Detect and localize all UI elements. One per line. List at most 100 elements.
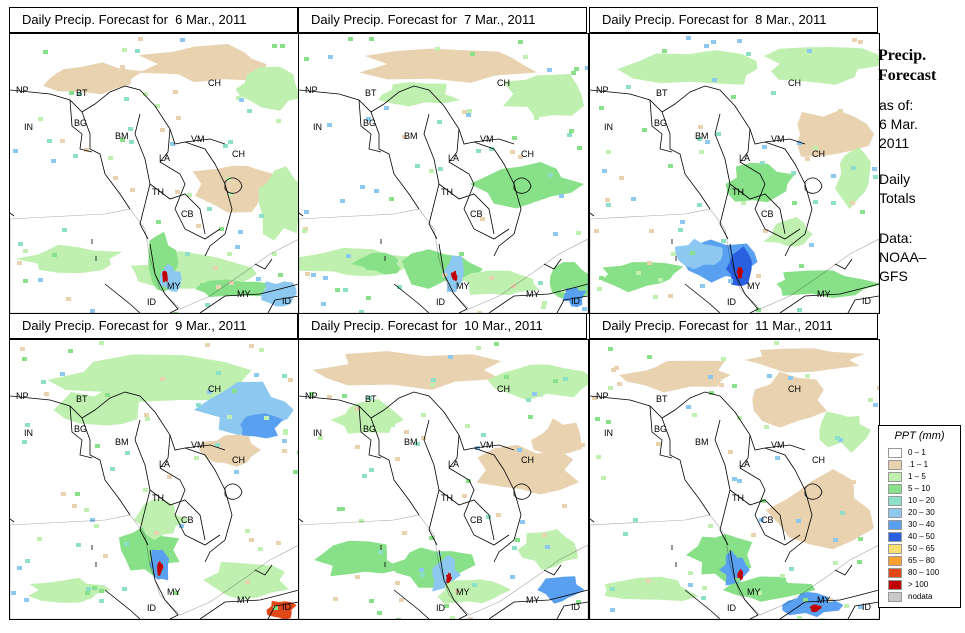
precip-cell [697, 203, 702, 207]
precip-cell [858, 40, 863, 44]
precip-cell [623, 532, 628, 536]
precip-area [834, 147, 871, 210]
precip-cell [577, 146, 582, 150]
precip-cell [125, 451, 130, 455]
precip-cell [219, 227, 224, 231]
precip-cell [873, 175, 878, 179]
coastline [10, 514, 299, 619]
precip-cell [735, 578, 740, 582]
precip-cell [205, 303, 210, 307]
precip-cell [395, 581, 400, 585]
country-label: MY [456, 587, 470, 597]
precip-cell [99, 341, 104, 345]
precip-cell [216, 285, 221, 289]
precip-cell [179, 524, 184, 528]
precip-cell [254, 373, 259, 377]
precip-cell [656, 442, 661, 446]
precip-cell [22, 357, 27, 361]
country-label: CH [812, 149, 825, 159]
precip-cell [594, 229, 599, 233]
precip-cell [559, 194, 564, 198]
precip-cell [13, 149, 18, 153]
precip-cell [369, 37, 374, 41]
precip-cell [610, 587, 615, 591]
precip-cell [690, 251, 695, 255]
precip-cell [611, 368, 616, 372]
precip-cell [702, 586, 707, 590]
country-border [473, 141, 522, 257]
country-label: CB [470, 209, 483, 219]
precip-cell [775, 456, 780, 460]
precip-cell [757, 591, 762, 595]
legend-label: nodata [908, 592, 933, 601]
precip-cell [245, 529, 250, 533]
precip-cell [465, 424, 470, 428]
precip-cell [526, 398, 531, 402]
precip-cell [688, 571, 693, 575]
precip-cell [24, 598, 29, 602]
precip-cell [541, 305, 546, 309]
precip-cell [470, 52, 475, 56]
precip-cell [154, 531, 159, 535]
legend-label: 40 – 50 [908, 532, 935, 541]
precip-cell [712, 78, 717, 82]
precip-cell [511, 284, 516, 288]
country-border [513, 483, 532, 500]
precip-area [736, 266, 744, 279]
precip-cell [129, 140, 134, 144]
country-label: ID [727, 297, 737, 307]
precip-cell [213, 266, 218, 270]
legend-item: nodata [888, 592, 958, 603]
country-label: CH [788, 78, 801, 88]
country-label: VM [771, 440, 785, 450]
country-border [473, 447, 522, 563]
legend-item: 30 – 40 [888, 520, 958, 531]
precip-area [446, 572, 453, 585]
precip-cell [143, 488, 148, 492]
precip-area [53, 387, 139, 426]
precip-cell [122, 587, 127, 591]
precip-cell [176, 116, 181, 120]
precip-area [162, 270, 168, 283]
precip-cell [797, 141, 802, 145]
precip-cell [22, 440, 27, 444]
precip-cell [626, 85, 631, 89]
country-border [224, 483, 243, 500]
country-label: CH [497, 78, 510, 88]
country-border [267, 601, 299, 619]
precip-cell [780, 574, 785, 578]
precip-cell [245, 580, 250, 584]
precip-cell [357, 272, 362, 276]
country-label: VM [771, 134, 785, 144]
precip-cell [105, 393, 110, 397]
precip-cell [833, 538, 838, 542]
country-label: VM [191, 440, 205, 450]
precip-cell [762, 145, 767, 149]
country-border [149, 243, 179, 313]
precip-cell [561, 289, 566, 293]
heading-line: Precip. [878, 47, 927, 64]
precip-cell [504, 375, 509, 379]
legend-item: 5 – 10 [888, 484, 958, 495]
precip-cell [642, 128, 647, 132]
precip-area [537, 576, 585, 604]
precip-cell [124, 97, 129, 101]
precip-area [461, 270, 540, 296]
legend-swatch [888, 448, 902, 458]
legend-swatch [888, 580, 902, 590]
precip-cell [72, 504, 77, 508]
precip-cell [185, 252, 190, 256]
precip-cell [23, 249, 28, 253]
precip-cell [85, 591, 90, 595]
country-border [804, 177, 823, 194]
precip-cell [709, 391, 714, 395]
precip-cell [476, 149, 481, 153]
precip-cell [207, 390, 212, 394]
precip-cell [144, 413, 149, 417]
precip-cell [451, 571, 456, 575]
precip-cell [608, 347, 613, 351]
precip-cell [170, 142, 175, 146]
precip-cell [791, 171, 796, 175]
precip-cell [302, 229, 307, 233]
precip-cell [553, 379, 558, 383]
